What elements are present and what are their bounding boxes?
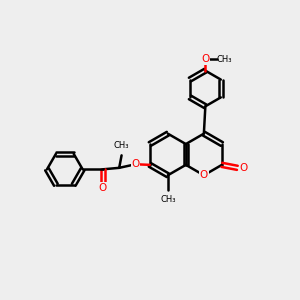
Text: O: O bbox=[201, 54, 209, 64]
Text: CH₃: CH₃ bbox=[160, 195, 176, 204]
Text: O: O bbox=[240, 163, 248, 173]
Text: O: O bbox=[200, 170, 208, 180]
Text: O: O bbox=[131, 159, 140, 169]
Text: CH₃: CH₃ bbox=[114, 141, 129, 150]
Text: O: O bbox=[99, 183, 107, 193]
Text: CH₃: CH₃ bbox=[217, 55, 233, 64]
